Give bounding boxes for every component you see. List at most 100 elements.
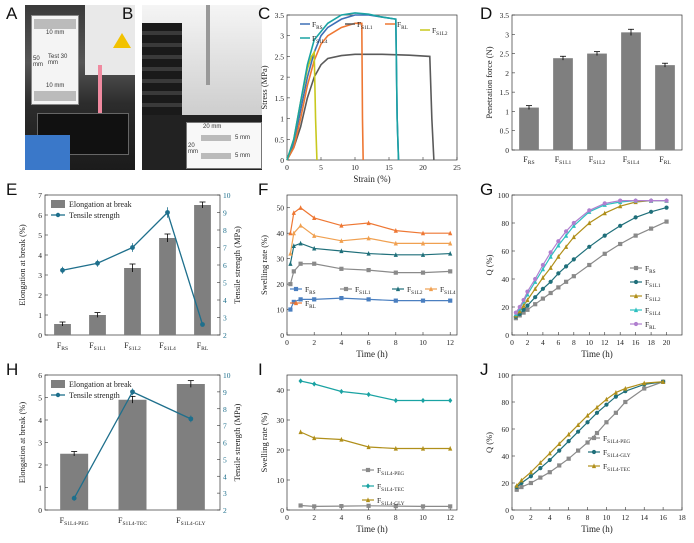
bellows — [142, 23, 182, 118]
chart-E-category-label-4: FRL — [197, 341, 209, 352]
chart-E-ytick-label: 3 — [38, 271, 42, 280]
chart-G-point-3-7 — [556, 242, 561, 248]
chart-F-point-3-1 — [291, 230, 296, 236]
chart-C-ytick-label: 3.5 — [275, 11, 285, 20]
chart-H-category-label-0: FS1L4-PEG — [60, 516, 89, 527]
label-bottom: 10 mm — [46, 83, 65, 89]
chart-E-strength-point-3 — [165, 210, 170, 215]
chart-G-point-4-8 — [563, 229, 569, 234]
chart-H-y2tick-label: 6 — [223, 439, 227, 448]
chart-C-legend-label-3: FS1L2 — [432, 26, 448, 37]
chart-J-ytick-label: 100 — [498, 371, 510, 380]
chart-F-point-1-6 — [393, 270, 398, 275]
chart-J-point-0-11 — [613, 410, 618, 415]
chart-H-y2label: Tensile strength (MPa) — [232, 403, 242, 481]
chart-F-xtick-label: 0 — [285, 338, 289, 347]
chart-G-point-4-14 — [648, 198, 654, 203]
chart-J-ytick-label: 0 — [505, 506, 509, 515]
sample-diagram-b: 20 mm 20 mm 5 mm 5 mm — [186, 122, 262, 169]
chart-J-point-0-1 — [519, 484, 524, 490]
chart-J-point-1-2 — [528, 474, 533, 479]
chart-E-bar-2 — [124, 268, 141, 335]
chart-E-ytick-label: 1 — [38, 311, 42, 320]
chart-F-legend-label-2: FS1L2 — [407, 285, 423, 296]
chart-F-xtick-label: 4 — [340, 338, 344, 347]
chart-J-point-2-12 — [623, 385, 628, 391]
chart-J-point-1-11 — [613, 394, 618, 399]
chart-H-ytick-label: 5 — [38, 394, 42, 403]
chart-G-point-0-12 — [618, 241, 623, 247]
chart-D-category-label-3: FS1L4 — [623, 155, 640, 166]
chart-G-point-1-5 — [540, 286, 546, 291]
chart-E-y2tick-label: 4 — [223, 296, 227, 305]
chart-F-point-1-5 — [366, 267, 371, 273]
chart-D-bar-2 — [587, 53, 607, 151]
chart-D-ytick-label: 1 — [505, 107, 509, 116]
chart-J-legend-label-1: FS1L4-GLY — [603, 448, 631, 459]
chart-C-xtick-label: 0 — [285, 163, 289, 172]
chart-F-point-4-8 — [448, 230, 453, 236]
chart-E-y2tick-label: 6 — [223, 261, 227, 270]
chart-H-legend-bar-swatch — [51, 380, 65, 388]
chart-I-legend-marker-2 — [365, 497, 371, 503]
chart-I-legend-label-0: FS1L4-PEG — [377, 466, 404, 477]
label-top: 10 mm — [46, 30, 65, 36]
chart-J-frame — [511, 374, 683, 511]
chart-E-category-label-3: FS1L4 — [159, 341, 176, 352]
chart-H-bar-0 — [60, 453, 89, 510]
chart-D-category-label-2: FS1L2 — [589, 155, 606, 166]
chart-G-xtick-label: 16 — [632, 338, 640, 347]
chart-I-xtick-label: 4 — [340, 513, 344, 522]
chart-F-point-4-3 — [312, 215, 317, 221]
chart-C-ylabel: Stress (MPa) — [259, 65, 269, 109]
chart-E-legend-bar-swatch — [51, 200, 65, 208]
chart-G-legend-label-4: FRL — [645, 320, 656, 331]
chart-E-y2tick-label: 9 — [223, 209, 227, 218]
chart-I-point-2-3 — [366, 444, 371, 450]
chart-G-point-3-9 — [571, 223, 576, 228]
chart-H-bar-1 — [118, 399, 147, 510]
chart-I-ytick-label: 0 — [280, 506, 284, 515]
chart-E-y2tick-label: 3 — [223, 314, 227, 323]
chart-J-point-0-5 — [557, 463, 562, 468]
chart-F-legend-label-4: FRL — [305, 299, 316, 310]
chart-G-point-2-6 — [548, 265, 553, 270]
chart-J-legend-marker-1 — [591, 449, 597, 455]
chart-E-ytick-label: 4 — [38, 251, 42, 260]
chart-F-point-4-7 — [420, 230, 426, 236]
chart-G-point-4-1 — [517, 304, 522, 310]
chart-H-ytick-label: 4 — [38, 416, 42, 425]
chart-F-point-3-3 — [312, 233, 317, 238]
chart-H-y2tick-label: 5 — [223, 455, 227, 464]
chart-I-series-line-0 — [300, 504, 451, 508]
chart-J-point-0-4 — [547, 470, 552, 475]
chart-C-ytick-label: 0.5 — [275, 135, 285, 144]
chart-G-point-4-5 — [540, 262, 546, 268]
chart-G-point-4-13 — [633, 198, 638, 203]
chart-J-series-line-1 — [516, 381, 664, 488]
chart-E-bar-3 — [159, 238, 176, 335]
chart-I-point-1-4 — [393, 397, 398, 404]
chart-I-xtick-label: 2 — [312, 513, 316, 522]
chart-F-point-0-7 — [420, 298, 426, 303]
chart-F-legend-marker-0 — [293, 286, 299, 292]
blue-base — [25, 135, 70, 170]
chart-G-point-0-7 — [556, 285, 561, 290]
chart-G-point-4-10 — [587, 208, 592, 213]
chart-E-y2tick-label: 2 — [223, 331, 227, 340]
chart-F-ylabel: Swelling rate (%) — [259, 235, 269, 295]
chart-G-point-3-8 — [563, 233, 569, 238]
chart-H-strength-point-1 — [130, 389, 135, 395]
chart-H-category-label-2: FS1L4-GLY — [176, 516, 205, 527]
chart-G-point-4-2 — [521, 297, 526, 303]
chart-G-point-2-7 — [556, 254, 561, 259]
chart-F-point-1-7 — [420, 270, 426, 275]
chart-G-point-3-4 — [533, 279, 538, 284]
chart-J-point-1-8 — [585, 420, 590, 425]
chart-I-point-0-3 — [366, 503, 371, 508]
chart-H-y2tick-label: 10 — [223, 371, 231, 380]
chart-H-ytick-label: 6 — [38, 371, 42, 380]
chart-J-point-2-2 — [528, 469, 533, 475]
chart-G-point-1-10 — [587, 244, 592, 249]
